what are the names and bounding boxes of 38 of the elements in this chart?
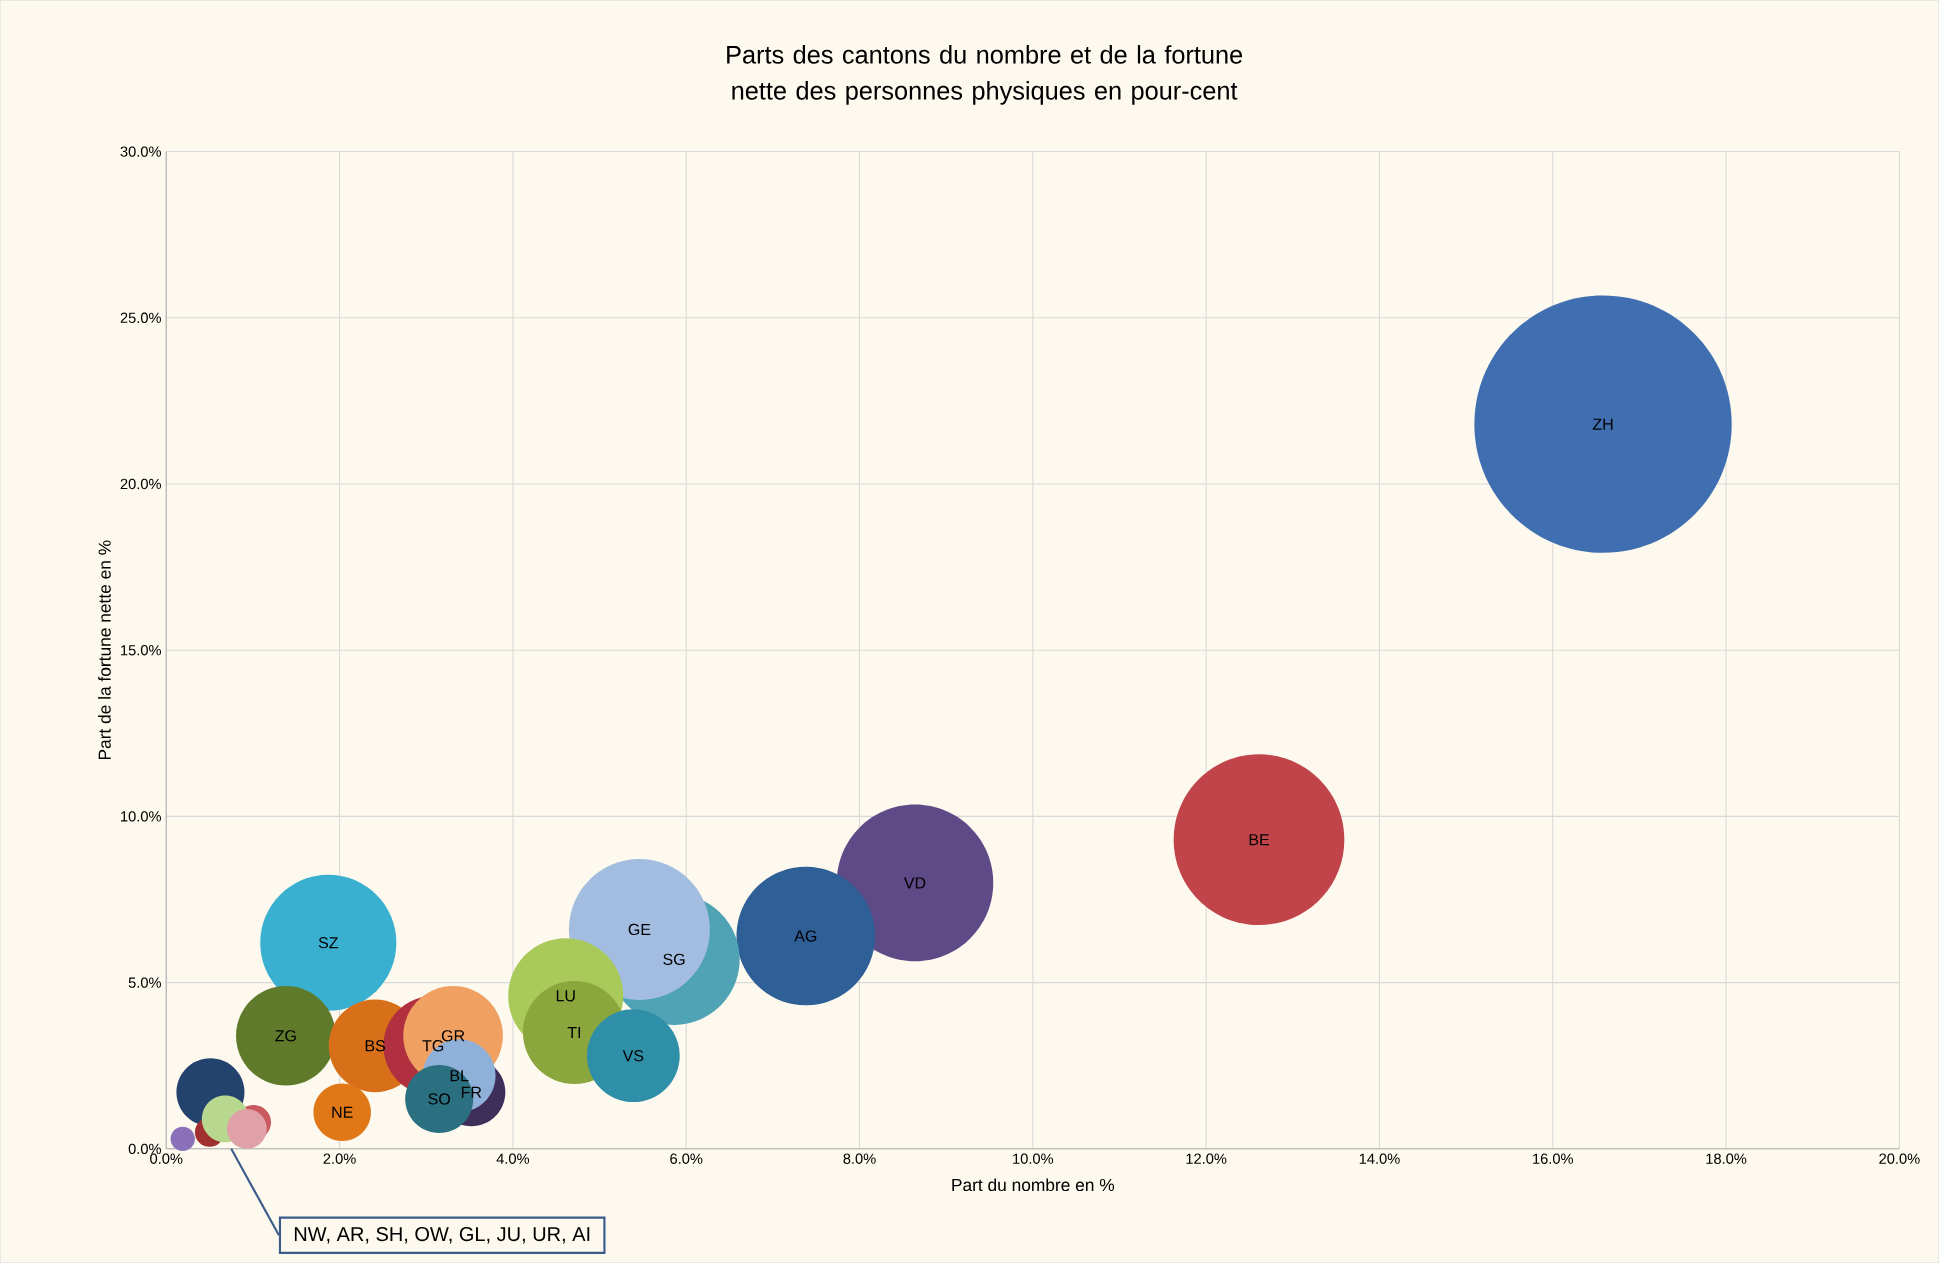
y-tick-label: 10.0% <box>121 811 161 822</box>
series-label: AG <box>794 930 817 942</box>
series-label: VD <box>903 877 926 889</box>
x-tick-label: 20.0% <box>1879 1153 1920 1164</box>
y-tick-label: 0.0% <box>128 1143 161 1154</box>
series-label: ZG <box>275 1030 296 1042</box>
series-label: SG <box>663 953 685 965</box>
series-label: TI <box>567 1026 581 1038</box>
text: NW, AR, SH, OW, GL, JU, UR, AI <box>294 1226 590 1244</box>
series-label: BS <box>365 1040 386 1052</box>
y-tick-label: 30.0% <box>120 146 161 157</box>
series-label: NE <box>332 1106 353 1118</box>
x-tick-label: 8.0% <box>843 1153 876 1164</box>
series-label: GE <box>628 923 651 936</box>
x-tick-label: 16.0% <box>1533 1153 1574 1164</box>
series-label: GR <box>441 1030 465 1042</box>
y-tick-label: 25.0% <box>120 312 161 323</box>
series-label: LU <box>556 990 575 1002</box>
x-axis-title: Part du nombre en % <box>952 1178 1115 1192</box>
x-tick-label: 0.0% <box>150 1153 183 1164</box>
chart-title: Parts des cantons du nombre et de la fortune nette des personnes physiques en pour-cent <box>727 45 1243 105</box>
y-axis-title: Part de la fortune nette en % <box>98 540 111 760</box>
series-label: ZH <box>1592 418 1613 430</box>
series-label: TG <box>422 1040 444 1052</box>
x-tick-label: 18.0% <box>1706 1153 1747 1164</box>
series-label: BE <box>1249 834 1269 846</box>
y-tick-label: 20.0% <box>120 478 161 490</box>
x-tick-label: 2.0% <box>323 1153 356 1164</box>
series-label: VS <box>622 1050 644 1062</box>
x-tick-label: 4.0% <box>496 1153 530 1164</box>
y-tick-label: 15.0% <box>121 644 161 656</box>
series-label: SZ <box>318 937 339 949</box>
x-tick-label: 12.0% <box>1186 1153 1227 1164</box>
y-tick-label: 5.0% <box>128 977 161 988</box>
x-tick-label: 14.0% <box>1359 1153 1400 1164</box>
x-tick-label: 6.0% <box>670 1153 703 1164</box>
series-label: SO <box>428 1093 450 1105</box>
x-tick-label: 10.0% <box>1013 1153 1054 1164</box>
